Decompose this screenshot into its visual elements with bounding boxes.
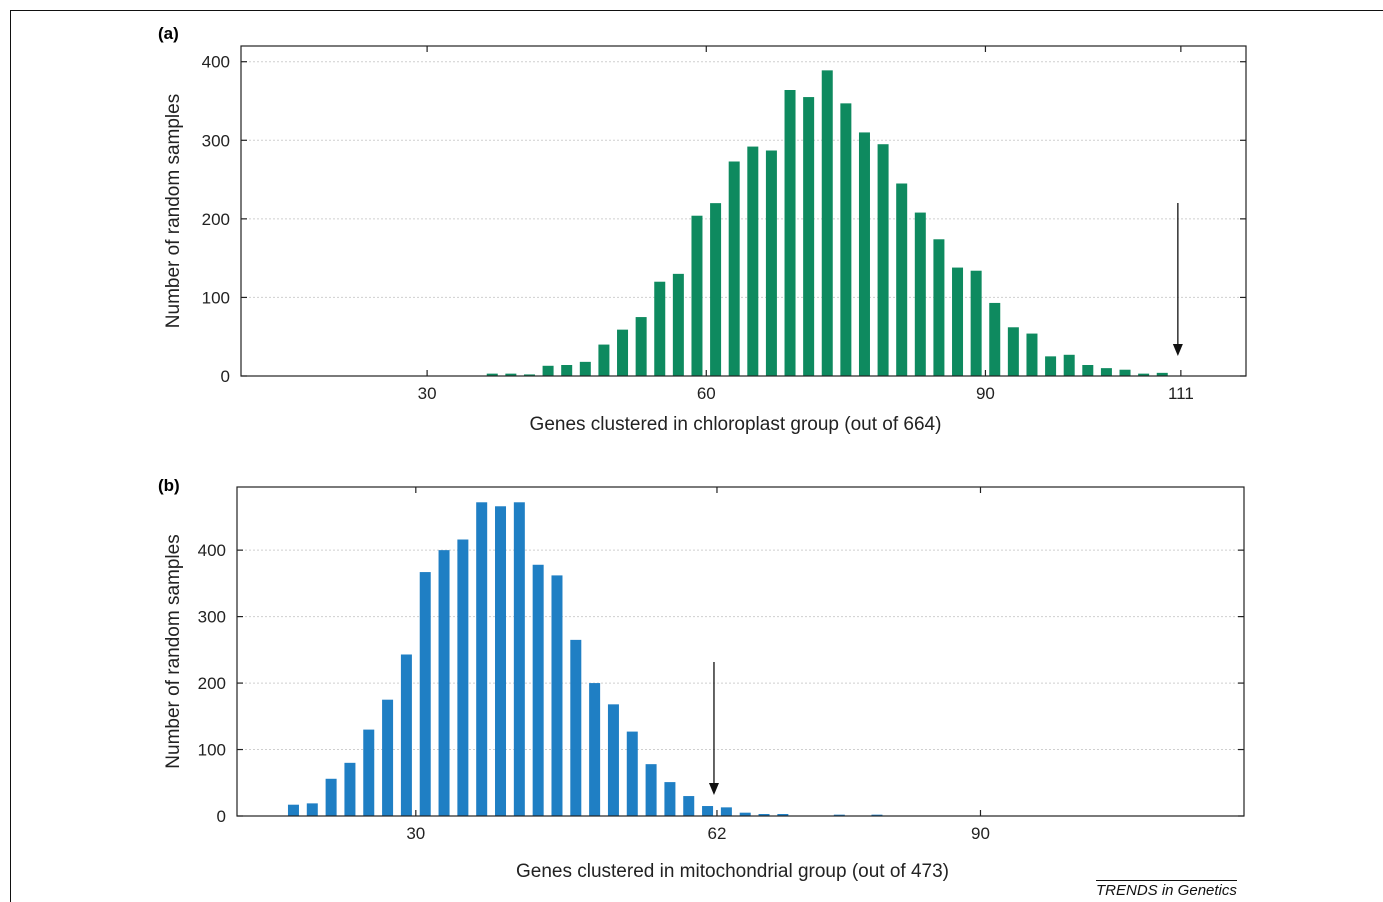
y-axis-title: Number of random samples <box>163 94 184 328</box>
histogram-bar <box>1156 372 1168 376</box>
histogram-bar <box>579 361 591 376</box>
histogram-bar <box>626 731 638 816</box>
histogram-bar <box>970 270 982 376</box>
histogram-bar <box>821 70 833 376</box>
histogram-bar <box>363 729 375 816</box>
histogram-bar <box>747 146 759 376</box>
histogram-bar <box>635 317 647 376</box>
histogram-bar <box>589 683 601 816</box>
histogram-bar <box>1063 354 1075 376</box>
histogram-bar <box>933 239 945 376</box>
histogram-bar <box>513 502 525 816</box>
histogram-bar <box>1026 333 1038 376</box>
histogram-bar <box>664 782 676 816</box>
x-axis-title: Genes clustered in mitochondrial group (… <box>516 861 949 882</box>
histogram-bar <box>532 564 544 816</box>
histogram-bar <box>1138 373 1150 376</box>
y-tick-label: 0 <box>217 807 226 826</box>
histogram-bar <box>877 144 889 376</box>
y-axis-title: Number of random samples <box>163 534 184 768</box>
panel-label: (a) <box>158 24 179 43</box>
plot-area-frame <box>240 45 1247 377</box>
plot-area-frame <box>236 486 1245 817</box>
histogram-bar <box>495 506 507 816</box>
panel-label: (b) <box>158 476 180 495</box>
histogram-bar <box>1100 368 1112 376</box>
histogram-bar <box>598 344 610 376</box>
histogram-bar <box>607 704 619 816</box>
x-tick-label: 90 <box>976 384 995 403</box>
histogram-bar <box>896 183 908 376</box>
arrow-head <box>708 783 719 795</box>
histogram-bar <box>672 273 684 376</box>
histogram-bar <box>871 814 883 816</box>
histogram-bar <box>989 302 1001 376</box>
histogram-bar <box>858 132 870 376</box>
histogram-bar <box>287 804 299 816</box>
histogram-bar <box>777 814 789 816</box>
histogram-bar <box>438 550 450 816</box>
y-tick-label: 0 <box>221 367 230 386</box>
y-tick-label: 400 <box>202 53 230 72</box>
histogram-bar <box>382 699 394 816</box>
y-tick-label: 100 <box>198 741 226 760</box>
histogram-bar <box>710 203 722 376</box>
histogram-bar <box>765 150 777 376</box>
histogram-bar <box>1119 369 1131 376</box>
y-tick-label: 200 <box>198 674 226 693</box>
histogram-bar <box>523 374 535 376</box>
x-tick-label: 90 <box>971 824 990 843</box>
panel-a-histogram: (a) 0 100 200 300 400 30 60 90 111 Genes clustered… <box>158 24 1247 435</box>
histogram-bar <box>758 814 770 816</box>
histogram-bar <box>457 539 469 816</box>
histogram-bar <box>306 803 318 816</box>
figure-frame <box>10 10 1383 902</box>
histogram-bar <box>617 329 629 376</box>
panel-b-histogram: (b) 0 100 200 300 400 30 62 90 Genes clustered in… <box>158 476 1245 882</box>
y-tick-label: 300 <box>202 131 230 150</box>
histogram-bar <box>400 654 412 816</box>
x-tick-label: 111 <box>1168 384 1194 403</box>
histogram-bar <box>739 812 751 816</box>
histogram-bar <box>1007 327 1019 376</box>
x-tick-label: 30 <box>418 384 437 403</box>
histogram-bar <box>833 814 845 816</box>
histogram-bar <box>419 572 431 816</box>
arrow-head <box>1172 344 1183 356</box>
histogram-bar <box>561 365 573 376</box>
x-tick-label: 30 <box>406 824 425 843</box>
histogram-bar <box>476 502 488 816</box>
x-axis-title: Genes clustered in chloroplast group (ou… <box>530 414 942 435</box>
histogram-bar <box>702 806 714 816</box>
histogram-bar <box>914 212 926 376</box>
histogram-bar <box>683 796 695 816</box>
histogram-bar <box>1082 365 1094 376</box>
histogram-bar <box>570 639 582 816</box>
journal-credit: TRENDS in Genetics <box>1096 880 1237 899</box>
y-tick-label: 200 <box>202 210 230 229</box>
histogram-bar <box>654 281 666 376</box>
histogram-bar <box>505 373 517 376</box>
histogram-bar <box>691 215 703 376</box>
histogram-bar <box>325 778 337 816</box>
histogram-bar <box>952 267 964 376</box>
histogram-bar <box>840 103 852 376</box>
histogram-bar <box>720 807 732 816</box>
x-tick-label: 62 <box>708 824 727 843</box>
histogram-bar <box>1045 356 1057 376</box>
y-tick-label: 300 <box>198 608 226 627</box>
y-tick-label: 400 <box>198 541 226 560</box>
histogram-bar <box>803 97 815 377</box>
histogram-bar <box>551 575 563 816</box>
histogram-bar <box>542 365 554 376</box>
histogram-bar <box>645 764 657 816</box>
histogram-bar <box>486 373 498 376</box>
x-tick-label: 60 <box>697 384 716 403</box>
histogram-bar <box>728 161 740 376</box>
histogram-bar <box>344 762 356 816</box>
y-tick-label: 100 <box>202 288 230 307</box>
histogram-bar <box>784 90 796 376</box>
